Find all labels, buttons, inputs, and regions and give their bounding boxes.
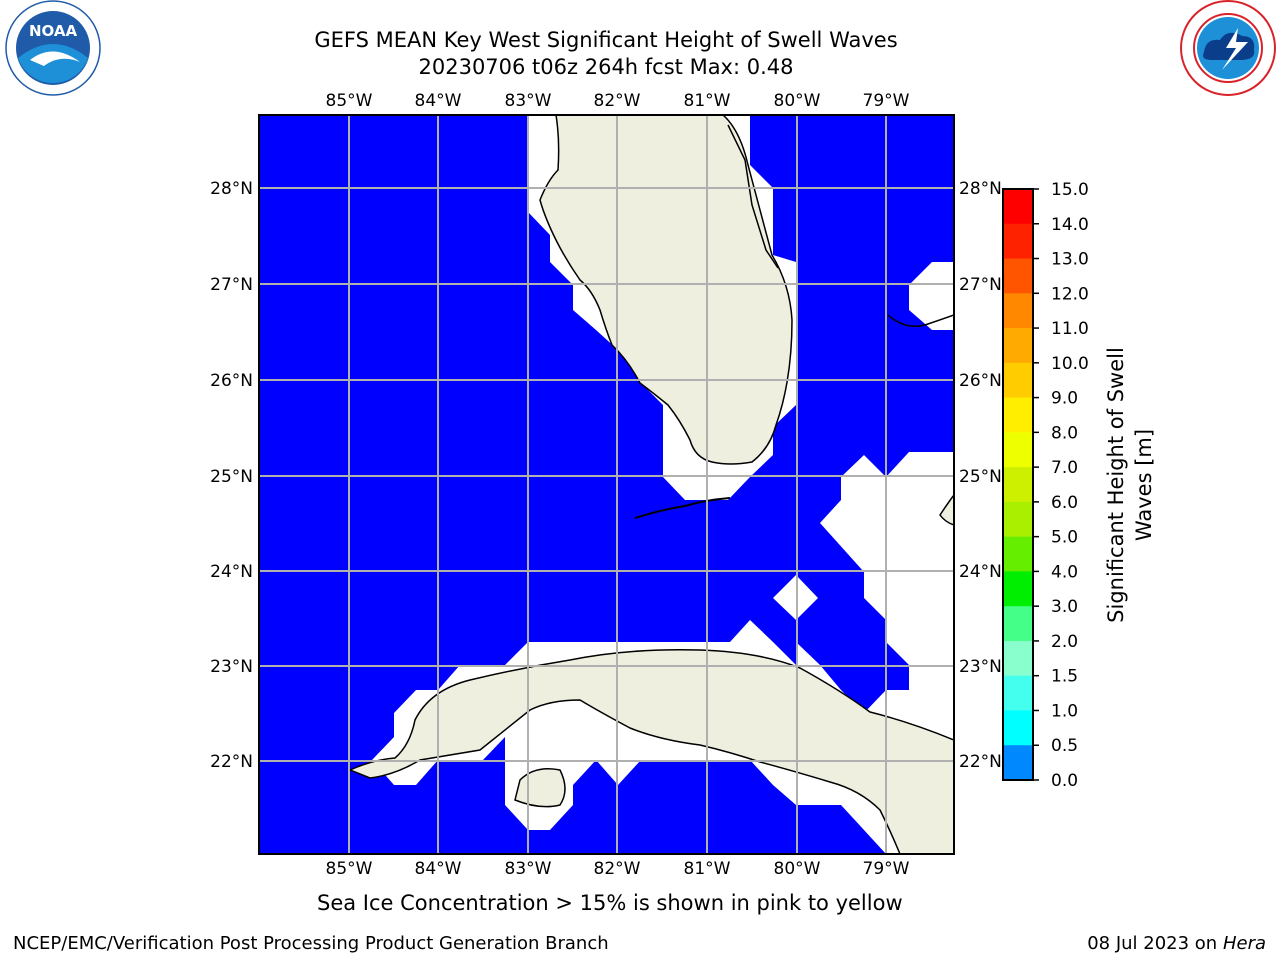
colorbar-tick-label: 0.5 (1051, 736, 1078, 756)
credit-date: 08 Jul 2023 on (1087, 933, 1223, 954)
colorbar-segment (1003, 328, 1033, 364)
lat-label: 28°N (959, 179, 1002, 199)
map-frame (258, 114, 955, 855)
colorbar-tick-label: 5.0 (1051, 528, 1078, 548)
keys (634, 497, 731, 519)
chart-subtitle: 20230706 t06z 264h fcst Max: 0.48 (418, 55, 794, 79)
credit-host: Hera (1222, 933, 1266, 954)
colorbar-segment (1003, 397, 1033, 433)
lon-label: 81°W (684, 859, 731, 879)
lon-labels-top: 85°W 84°W 83°W 82°W 81°W 80°W 79°W (326, 91, 910, 111)
colorbar-segment (1003, 189, 1033, 225)
lon-label: 84°W (415, 859, 462, 879)
colorbar-segment (1003, 501, 1033, 538)
colorbar-segment (1003, 536, 1033, 572)
colorbar-segment (1003, 432, 1033, 468)
colorbar-segment (1003, 467, 1033, 503)
colorbar-tick-label: 10.0 (1051, 354, 1089, 374)
lon-label: 83°W (505, 859, 552, 879)
colorbar-tick-label: 6.0 (1051, 493, 1078, 513)
lat-label: 26°N (959, 371, 1002, 391)
colorbar-segment (1003, 710, 1033, 746)
credit-left: NCEP/EMC/Verification Post Processing Pr… (13, 933, 609, 954)
lat-label: 24°N (210, 562, 253, 582)
lon-label: 80°W (774, 859, 821, 879)
colorbar-tick-label: 14.0 (1051, 215, 1089, 235)
lat-label: 27°N (959, 275, 1002, 295)
lat-label: 27°N (210, 275, 253, 295)
lat-labels-left: 28°N 27°N 26°N 25°N 24°N 23°N 22°N (210, 179, 253, 772)
colorbar-tick-label: 7.0 (1051, 458, 1078, 478)
noaa-logo: NOAA (5, 0, 101, 96)
sea-ice-note: Sea Ice Concentration > 15% is shown in … (317, 891, 903, 915)
colorbar-segment (1003, 745, 1033, 781)
lon-label: 79°W (863, 859, 910, 879)
colorbar (1002, 188, 1034, 781)
colorbar-segment (1003, 362, 1033, 399)
land-cuba (348, 648, 954, 854)
colorbar-segment (1003, 675, 1033, 711)
colorbar-frame (1002, 188, 1034, 781)
colorbar-tick-label: 9.0 (1051, 389, 1078, 409)
lon-label: 85°W (326, 859, 373, 879)
lat-labels-right: 28°N 27°N 26°N 25°N 24°N 23°N 22°N (959, 179, 1002, 772)
noaa-logo-text: NOAA (29, 22, 78, 40)
colorbar-tick-label: 15.0 (1051, 180, 1089, 200)
colorbar-tick-label: 1.5 (1051, 667, 1078, 687)
colorbar-tick-label: 2.0 (1051, 632, 1078, 652)
lon-label: 84°W (415, 91, 462, 111)
land-andros (939, 493, 954, 526)
lat-label: 25°N (210, 467, 253, 487)
lon-label: 82°W (594, 859, 641, 879)
chart-title: GEFS MEAN Key West Significant Height of… (314, 28, 898, 52)
lon-label: 83°W (505, 91, 552, 111)
colorbar-segment (1003, 606, 1033, 642)
colorbar-segment (1003, 223, 1033, 260)
colorbar-tick-label: 12.0 (1051, 284, 1089, 304)
coast-east (727, 124, 779, 269)
lon-label: 80°W (774, 91, 821, 111)
colorbar-tick-label: 4.0 (1051, 562, 1078, 582)
lon-label: 79°W (863, 91, 910, 111)
nodata-small (773, 575, 818, 620)
lat-label: 28°N (210, 179, 253, 199)
colorbar-tick-label: 1.0 (1051, 701, 1078, 721)
land-florida (539, 115, 793, 465)
lon-label: 82°W (594, 91, 641, 111)
colorbar-tick-label: 11.0 (1051, 319, 1089, 339)
nws-logo (1180, 0, 1276, 96)
lat-label: 23°N (959, 657, 1002, 677)
colorbar-label-line1: Significant Height of Swell (1104, 347, 1128, 623)
lat-label: 26°N (210, 371, 253, 391)
colorbar-segment (1003, 571, 1033, 607)
colorbar-tick-label: 13.0 (1051, 250, 1089, 270)
lat-label: 24°N (959, 562, 1002, 582)
land-bahamas (887, 314, 954, 327)
lon-label: 81°W (684, 91, 731, 111)
colorbar-tick-label: 8.0 (1051, 423, 1078, 443)
colorbar-segment (1003, 258, 1033, 294)
lat-label: 22°N (210, 752, 253, 772)
lon-label: 85°W (326, 91, 373, 111)
credit-right: 08 Jul 2023 on Hera (1087, 933, 1266, 954)
colorbar-ticks: 15.0 14.0 13.0 12.0 11.0 10.0 9.0 8.0 7.0 6.0 5.0 4… (1033, 180, 1089, 791)
lat-label: 25°N (959, 467, 1002, 487)
colorbar-tick-label: 0.0 (1051, 771, 1078, 791)
lon-labels-bottom: 85°W 84°W 83°W 82°W 81°W 80°W 79°W (326, 859, 910, 879)
graticule (259, 115, 954, 854)
lat-label: 22°N (959, 752, 1002, 772)
nodata-bahamas-north (909, 262, 954, 330)
map-area (259, 115, 954, 854)
colorbar-label-line2: Waves [m] (1132, 429, 1156, 541)
lat-label: 23°N (210, 657, 253, 677)
colorbar-segment (1003, 640, 1033, 677)
colorbar-tick-label: 3.0 (1051, 597, 1078, 617)
colorbar-segment (1003, 293, 1033, 329)
